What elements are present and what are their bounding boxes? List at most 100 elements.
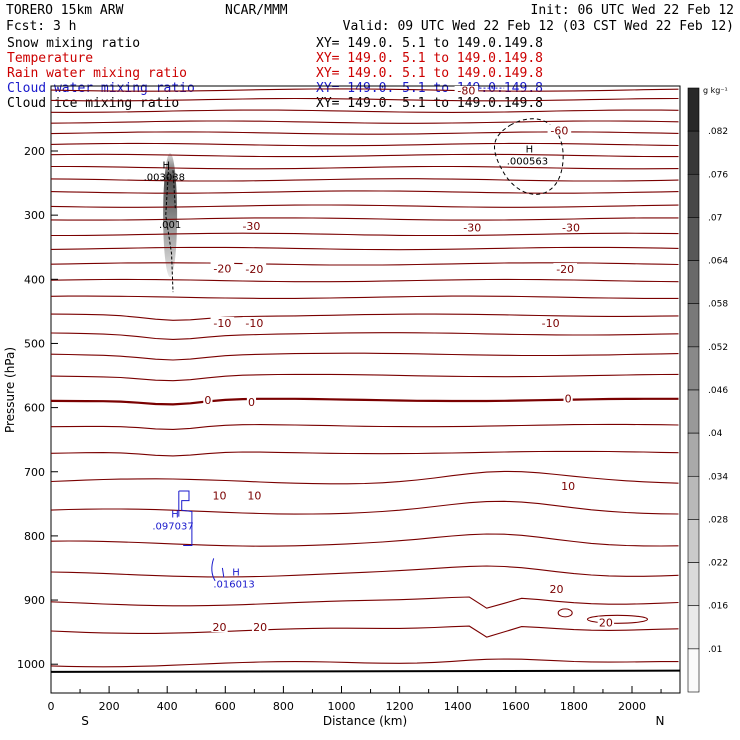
x-tick-label: 800 (273, 700, 294, 713)
temperature-label: -20 (213, 262, 231, 275)
colorbar-cell (687, 173, 700, 218)
extremum-marker: H (526, 144, 534, 155)
temperature-label: -30 (562, 221, 580, 234)
temperature-isotherm (51, 262, 679, 266)
temperature-isotherm (51, 204, 679, 208)
colorbar-cell (687, 519, 700, 563)
legend-field-xy: XY= 149.0. 5.1 to 149.0.149.8 (316, 36, 543, 51)
temperature-label-bg (211, 489, 228, 501)
x-tick-label: 1200 (386, 700, 414, 713)
colorbar-cell (687, 260, 700, 305)
temperature-isotherm (51, 97, 679, 102)
colorbar-unit: g kg⁻¹ (703, 86, 728, 95)
temperature-label-bg (242, 316, 267, 328)
colorbar-cell (687, 605, 700, 650)
cloud-ice-plume-contour (165, 167, 176, 293)
extremum-marker: H (232, 568, 240, 579)
temperature-label-bg (563, 392, 573, 404)
colorbar-label: .016 (708, 602, 728, 612)
temperature-label: 20 (212, 621, 226, 634)
temperature-isotherm (51, 352, 679, 361)
temperature-label: -10 (245, 317, 263, 330)
temperature-isotherm (51, 88, 679, 92)
field-legend: Snow mixing ratio XY= 149.0. 5.1 to 149.0… (7, 36, 543, 111)
extremum-value: .000563 (507, 156, 548, 167)
x-tick-label: 400 (157, 700, 178, 713)
temperature-label: 0 (204, 394, 211, 407)
temperature-isotherm (51, 232, 679, 237)
y-tick-label: 300 (24, 209, 45, 222)
extremum-marker: H (163, 160, 171, 171)
colorbar-label: .01 (708, 645, 722, 655)
extremum-value: .097037 (152, 521, 193, 532)
x-tick-label: 1600 (502, 700, 530, 713)
temperature-label: 0 (565, 393, 572, 406)
temperature-label-bg (246, 489, 263, 501)
temperature-closed-contour (557, 608, 573, 618)
colorbar-cell (687, 648, 700, 693)
temperature-isotherm (51, 153, 679, 158)
colorbar-label: .076 (708, 170, 728, 180)
temperature-isotherm (51, 450, 679, 457)
legend-field-name: Cloud ice mixing ratio (7, 96, 179, 111)
temperature-isotherm (51, 397, 679, 406)
temperature-isotherm (51, 423, 679, 430)
temperature-isotherm (51, 500, 679, 515)
ground-surface-line (51, 669, 680, 673)
colorbar-cell (687, 432, 700, 477)
temperature-label-bg (559, 221, 583, 233)
temperature-label: -60 (550, 124, 568, 137)
temperature-label: 20 (599, 617, 613, 630)
legend-field-xy: XY= 149.0. 5.1 to 149.0.149.8 (316, 66, 543, 81)
temperature-label-bg (251, 620, 269, 632)
temperature-isotherm (51, 278, 679, 283)
legend-field-name: Cloud water mixing ratio (7, 81, 195, 96)
colorbar-cell (687, 562, 700, 607)
y-tick-label: 600 (24, 402, 45, 415)
colorbar-label: .082 (708, 127, 728, 137)
temperature-isotherm (51, 295, 679, 299)
temperature-label: -10 (542, 317, 560, 330)
org-title: NCAR/MMM (225, 3, 288, 18)
colorbar-cell (687, 87, 700, 132)
init-time: Init: 06 UTC Wed 22 Feb 12 (531, 3, 735, 18)
colorbar-cell (687, 303, 700, 348)
temperature-isotherm (51, 246, 679, 251)
y-axis-label: Pressure (hPa) (3, 347, 17, 433)
colorbar-cell (687, 217, 700, 261)
colorbar: .082 .076 .07 .064 .058 .052 .046 .04 .034 .028 .0… (687, 87, 728, 693)
temperature-label: 20 (253, 621, 267, 634)
y-tick-label: 200 (24, 145, 45, 158)
y-tick-label: 900 (24, 594, 45, 607)
temperature-label-bg (559, 479, 577, 491)
temperature-label: 10 (247, 489, 261, 502)
north-label: N (656, 714, 665, 728)
y-tick-label: 500 (24, 337, 45, 350)
cloud-water-contour (178, 490, 193, 547)
extremum-value: .001 (159, 220, 181, 231)
temperature-isotherm (51, 217, 679, 221)
temperature-isotherm (51, 470, 679, 485)
legend-field-name: Snow mixing ratio (7, 36, 140, 51)
plot-inner: -80 -60 -30 -30 -30 -20 -20 -20 -10 -10 -10 0 0 0 10 10… (51, 86, 680, 673)
temperature-label-bg (210, 316, 235, 328)
colorbar-cell (687, 389, 700, 434)
x-axis-label: Distance (km) (323, 714, 407, 728)
colorbar-label: .022 (708, 559, 728, 569)
temperature-label: 10 (212, 489, 226, 502)
temperature-label-bg (460, 221, 485, 233)
temperature-label-bg (538, 316, 563, 328)
temperature-label-bg (211, 620, 228, 632)
temperature-isotherm (51, 190, 679, 194)
temperature-isotherm (51, 625, 679, 638)
legend-field-name: Rain water mixing ratio (7, 66, 187, 81)
x-tick-label: 1400 (444, 700, 472, 713)
cloud-water-contour (211, 558, 225, 582)
x-tick-label: 2000 (618, 700, 646, 713)
temperature-label: -10 (213, 317, 231, 330)
colorbar-label: .046 (708, 386, 728, 396)
legend-field-xy: XY= 149.0. 5.1 to 149.0.149.8 (316, 96, 543, 111)
colorbar-label: .052 (708, 343, 728, 353)
temperature-label-bg (597, 616, 615, 628)
